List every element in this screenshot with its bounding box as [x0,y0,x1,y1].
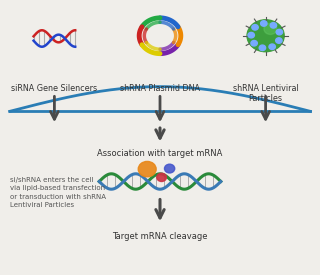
Text: Target mRNA cleavage: Target mRNA cleavage [112,232,208,241]
Circle shape [164,164,175,173]
Circle shape [264,23,277,34]
Circle shape [251,40,257,46]
Text: si/shRNA enters the cell
via lipid-based transfection
or transduction with shRNA: si/shRNA enters the cell via lipid-based… [10,177,106,208]
Text: shRNA Lentiviral
Particles: shRNA Lentiviral Particles [233,84,299,103]
Circle shape [157,173,166,182]
Text: Association with target mRNA: Association with target mRNA [97,149,223,158]
Circle shape [260,21,267,26]
Circle shape [269,44,276,50]
Text: siRNA Gene Silencers: siRNA Gene Silencers [11,84,98,93]
Circle shape [252,24,258,30]
Circle shape [270,23,276,28]
Circle shape [248,32,254,38]
Circle shape [247,20,284,52]
Text: shRNA Plasmid DNA: shRNA Plasmid DNA [120,84,200,93]
Circle shape [276,38,282,43]
Circle shape [276,29,283,35]
Circle shape [138,161,156,177]
Circle shape [259,45,266,51]
